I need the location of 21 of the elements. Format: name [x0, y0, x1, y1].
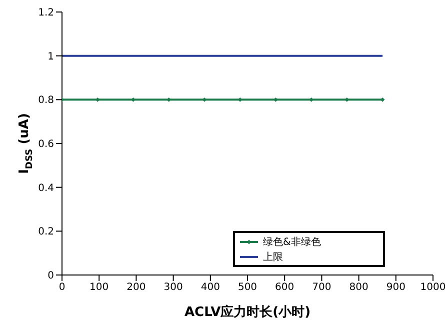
y-tick-label: 1.2 [38, 8, 54, 19]
y-tick-label: 0.4 [38, 182, 54, 194]
x-tick-label: 0 [58, 282, 66, 294]
legend-label: 绿色&非绿色 [263, 236, 321, 248]
x-tick-label: 500 [238, 282, 258, 294]
y-tick-label: 0.6 [38, 139, 54, 150]
x-tick-label: 900 [386, 282, 406, 294]
y-tick-label: 0.2 [38, 226, 54, 238]
x-tick-label: 300 [164, 282, 183, 294]
x-tick-label: 800 [349, 282, 368, 294]
y-tick-label: 1 [48, 51, 54, 62]
x-tick-label: 600 [275, 282, 294, 294]
y-tick-label: 0.8 [38, 95, 54, 106]
x-tick-label: 100 [90, 282, 109, 294]
x-tick-label: 200 [126, 282, 146, 294]
y-tick-label: 0 [48, 270, 54, 282]
legend-label: 上限 [263, 250, 283, 264]
x-tick-label: 700 [312, 282, 332, 294]
x-tick-label: 400 [200, 282, 220, 294]
x-tick-label: 1000 [420, 282, 445, 294]
x-axis-title: ACLV应力时长(小时) [184, 304, 311, 320]
